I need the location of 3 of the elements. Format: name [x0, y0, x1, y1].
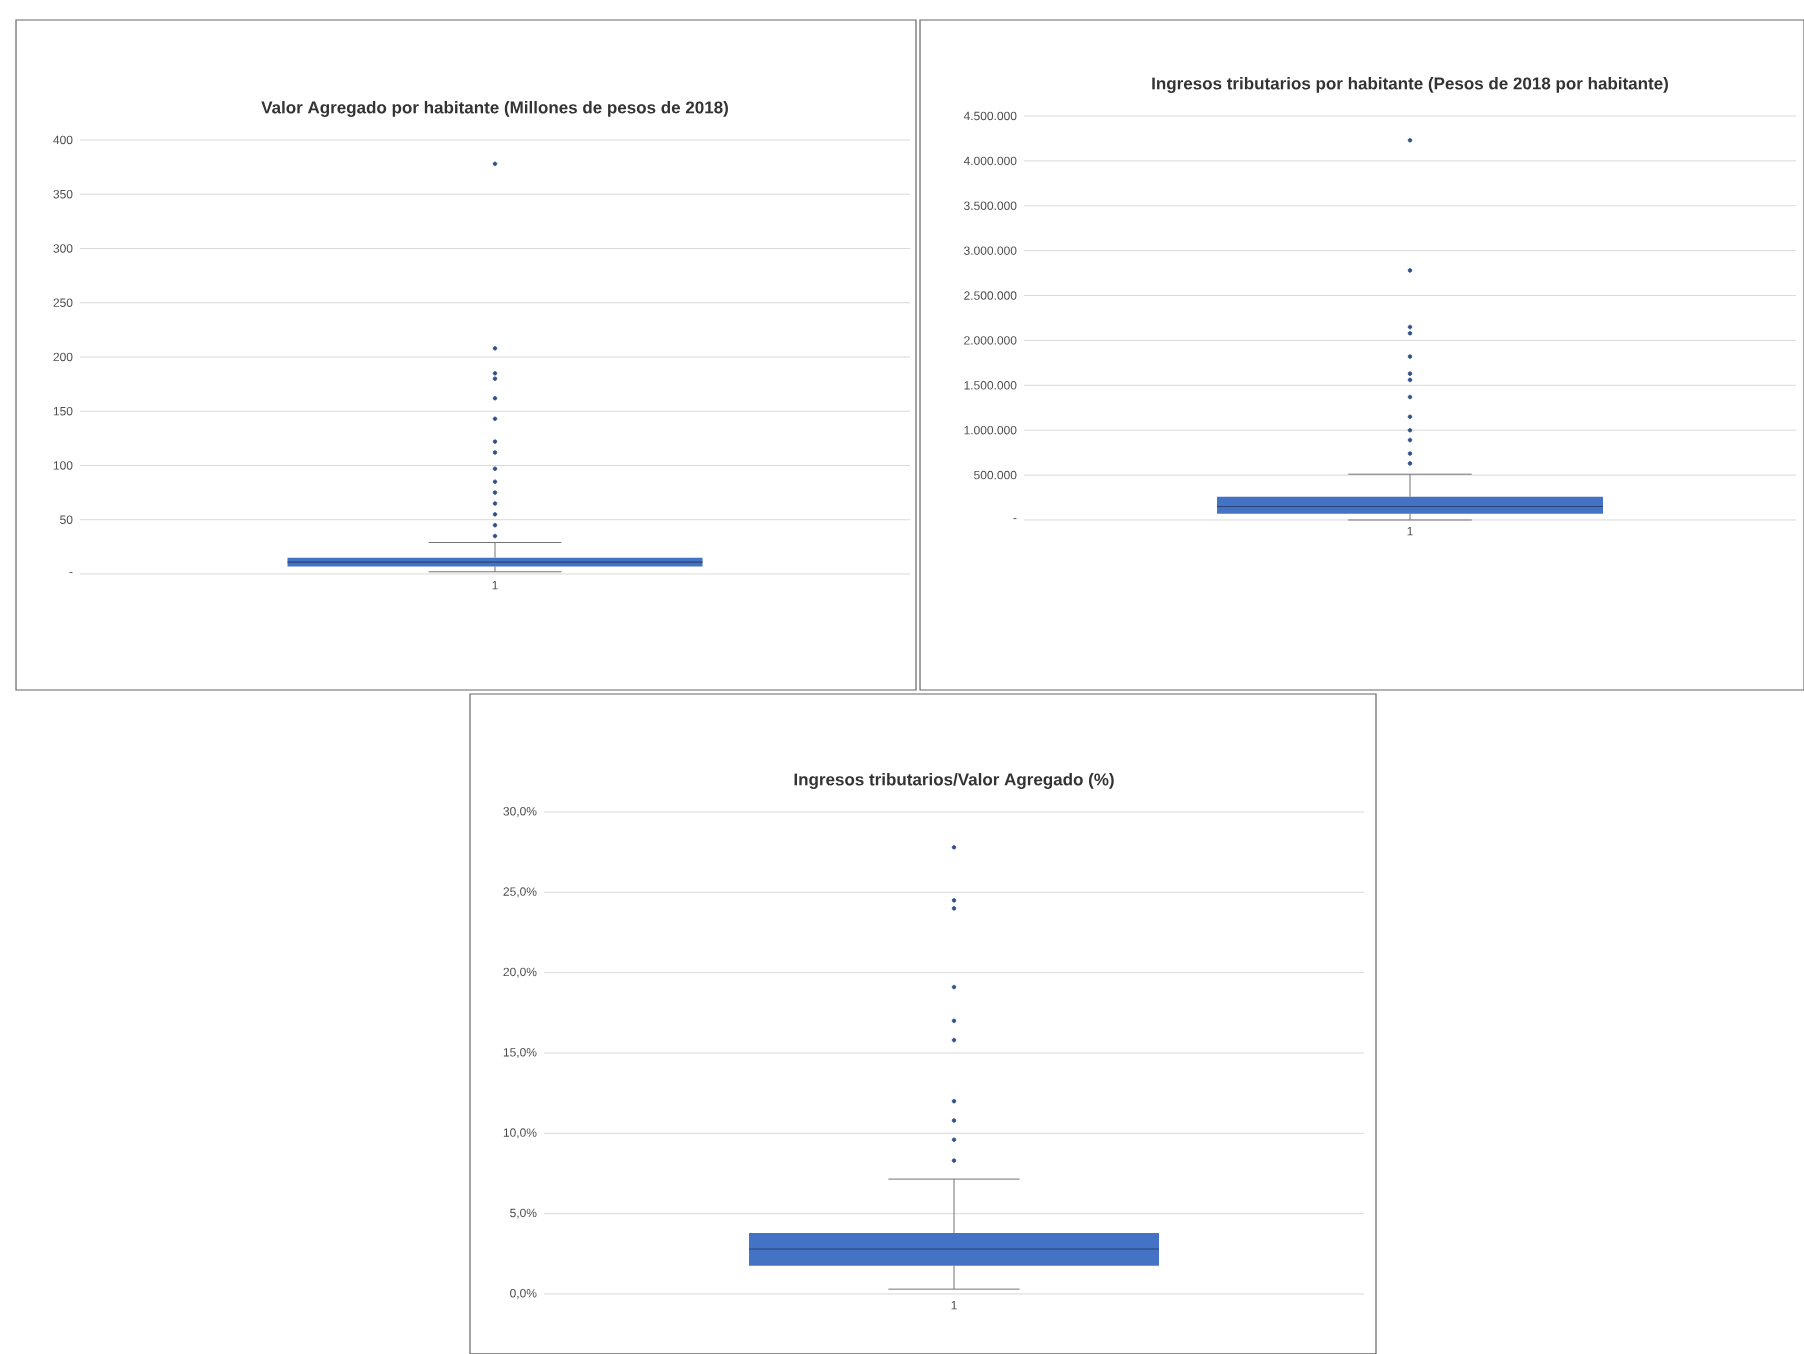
chart-title: Valor Agregado por habitante (Millones de pesos de 2018) [261, 100, 728, 117]
chart-title: Ingresos tributarios/Valor Agregado (%) [794, 772, 1114, 789]
chart-title: Ingresos tributarios por habitante (Pesos de 2018 por habitante) [1152, 76, 1668, 93]
